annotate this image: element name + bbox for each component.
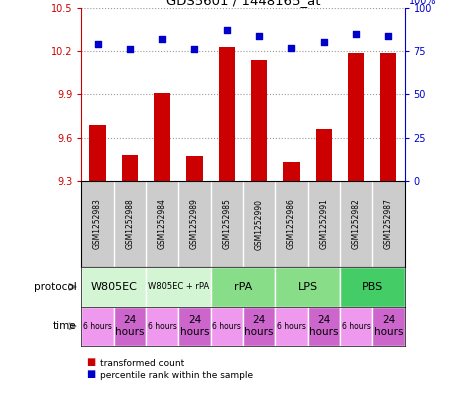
Bar bbox=[146, 267, 211, 307]
Text: PBS: PBS bbox=[362, 282, 383, 292]
Text: GSM1252990: GSM1252990 bbox=[255, 198, 264, 250]
Bar bbox=[219, 47, 235, 181]
Text: transformed count: transformed count bbox=[100, 359, 184, 368]
Point bbox=[288, 44, 295, 51]
Bar bbox=[348, 53, 364, 181]
Text: 6 hours: 6 hours bbox=[148, 322, 177, 331]
Text: GSM1252991: GSM1252991 bbox=[319, 198, 328, 250]
Text: 24
hours: 24 hours bbox=[374, 316, 403, 337]
Text: percentile rank within the sample: percentile rank within the sample bbox=[100, 371, 253, 380]
Text: GSM1252984: GSM1252984 bbox=[158, 198, 166, 250]
Text: LPS: LPS bbox=[298, 282, 318, 292]
Bar bbox=[211, 307, 243, 346]
Text: rPA: rPA bbox=[234, 282, 252, 292]
Text: GSM1252988: GSM1252988 bbox=[126, 198, 134, 250]
Text: W805EC: W805EC bbox=[90, 282, 137, 292]
Point bbox=[126, 46, 133, 53]
Point bbox=[255, 32, 263, 39]
Text: GSM1252983: GSM1252983 bbox=[93, 198, 102, 250]
Bar bbox=[113, 307, 146, 346]
Text: 6 hours: 6 hours bbox=[342, 322, 371, 331]
Text: GSM1252986: GSM1252986 bbox=[287, 198, 296, 250]
Bar bbox=[211, 267, 275, 307]
Bar bbox=[243, 307, 275, 346]
Bar bbox=[81, 307, 113, 346]
Point bbox=[94, 41, 101, 47]
Bar bbox=[275, 267, 340, 307]
Bar bbox=[380, 53, 397, 181]
Text: GSM1252987: GSM1252987 bbox=[384, 198, 393, 250]
Bar bbox=[372, 307, 405, 346]
Point bbox=[223, 27, 231, 33]
Bar bbox=[340, 267, 405, 307]
Point bbox=[320, 39, 327, 46]
Text: GSM1252985: GSM1252985 bbox=[222, 198, 231, 250]
Bar bbox=[186, 156, 203, 181]
Bar bbox=[154, 93, 170, 181]
Bar bbox=[251, 60, 267, 181]
Text: 6 hours: 6 hours bbox=[277, 322, 306, 331]
Bar bbox=[122, 155, 138, 181]
Bar bbox=[89, 125, 106, 181]
Text: GSM1252989: GSM1252989 bbox=[190, 198, 199, 250]
Bar bbox=[340, 307, 372, 346]
Text: 24
hours: 24 hours bbox=[115, 316, 145, 337]
Text: ■: ■ bbox=[86, 358, 95, 367]
Title: GDS5601 / 1448165_at: GDS5601 / 1448165_at bbox=[166, 0, 320, 7]
Text: 24
hours: 24 hours bbox=[309, 316, 339, 337]
Text: 6 hours: 6 hours bbox=[83, 322, 112, 331]
Text: 24
hours: 24 hours bbox=[245, 316, 274, 337]
Text: ■: ■ bbox=[86, 369, 95, 379]
Text: GSM1252982: GSM1252982 bbox=[352, 198, 360, 250]
Bar bbox=[275, 307, 308, 346]
Bar bbox=[146, 307, 179, 346]
Bar bbox=[308, 307, 340, 346]
Bar bbox=[283, 162, 299, 181]
Text: 100%: 100% bbox=[409, 0, 436, 6]
Text: 6 hours: 6 hours bbox=[213, 322, 241, 331]
Point bbox=[159, 36, 166, 42]
Text: W805EC + rPA: W805EC + rPA bbox=[148, 283, 209, 291]
Bar bbox=[316, 129, 332, 181]
Point bbox=[385, 32, 392, 39]
Text: 24
hours: 24 hours bbox=[180, 316, 209, 337]
Bar bbox=[81, 267, 146, 307]
Point bbox=[352, 31, 360, 37]
Text: protocol: protocol bbox=[34, 282, 77, 292]
Point bbox=[191, 46, 198, 53]
Bar bbox=[179, 307, 211, 346]
Text: time: time bbox=[53, 321, 77, 331]
